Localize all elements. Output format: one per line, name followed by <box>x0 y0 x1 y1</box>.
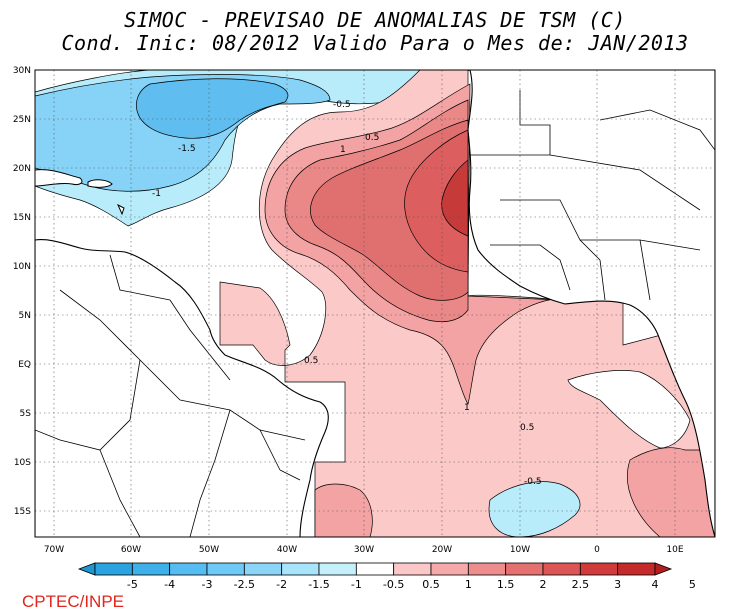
colorbar-segment <box>131 562 171 576</box>
colorbar-segment <box>169 562 208 576</box>
colorbar-label: 4 <box>652 578 659 591</box>
longitude-labels: 70W 60W 50W 40W 30W 20W 10W 0 10E <box>44 545 684 555</box>
contour-label: -0.5 <box>524 477 542 487</box>
colorbar-label: 1.5 <box>497 578 515 591</box>
contour-label: 0.5 <box>365 133 379 143</box>
caribbean-islands <box>35 169 125 216</box>
contour-label: -1 <box>152 189 161 199</box>
contour-label: 0.5 <box>304 356 318 366</box>
colorbar-arrow-left <box>77 562 96 576</box>
pos-anomaly-25 <box>404 129 469 273</box>
contour-labels: -0.5 0.5 -1.5 1 -1 0.5 1 0.5 -0.5 <box>152 100 542 487</box>
colorbar-segment <box>542 562 581 576</box>
lon-label: 10W <box>510 545 530 555</box>
lat-label: 30N <box>13 66 31 76</box>
lon-label: 0 <box>594 545 600 555</box>
contour-label: -0.5 <box>333 100 351 110</box>
colorbar-arrow-right <box>654 562 673 576</box>
colorbar-label: -2 <box>276 578 287 591</box>
colorbar-label: -4 <box>164 578 175 591</box>
map-title: SIMOC - PREVISAO DE ANOMALIAS DE TSM (C) <box>124 8 626 32</box>
white-cutout-east <box>567 370 691 449</box>
latitude-labels: 30N 25N 20N 15N 10N 5N EQ 5S 10S 15S <box>13 66 31 517</box>
colorbar-segment <box>318 562 357 576</box>
colorbar-segment <box>94 562 133 576</box>
pos-anomaly-3 <box>441 159 469 237</box>
south-america-land <box>35 239 329 537</box>
colorbar-label: 5 <box>689 578 696 591</box>
lat-label: 5S <box>20 409 32 419</box>
lat-label: 10S <box>14 458 31 468</box>
colorbar-label: 3 <box>614 578 621 591</box>
colorbar-label: 2 <box>540 578 547 591</box>
colorbar-label: 1 <box>465 578 472 591</box>
contour-label: 1 <box>464 403 470 413</box>
lat-label: 5N <box>19 311 31 321</box>
lon-label: 60W <box>121 545 141 555</box>
africa-land <box>467 70 715 537</box>
map-subtitle: Cond. Inic: 08/2012 Valido Para o Mes de… <box>61 31 689 55</box>
lon-label: 70W <box>44 545 64 555</box>
colorbar <box>77 562 673 576</box>
colorbar-label: -5 <box>127 578 138 591</box>
lat-label: 25N <box>13 115 31 125</box>
colorbar-label: -3 <box>202 578 213 591</box>
colorbar-segment <box>505 562 544 576</box>
colorbar-segment <box>281 562 320 576</box>
colorbar-label: -0.5 <box>383 578 404 591</box>
colorbar-label: 0.5 <box>422 578 440 591</box>
colorbar-segment <box>355 562 395 576</box>
colorbar-segment <box>393 562 432 576</box>
country-borders <box>35 90 715 537</box>
colorbar-segment <box>206 562 245 576</box>
colorbar-segment <box>243 562 283 576</box>
colorbar-segment <box>579 562 619 576</box>
plot-area: -0.5 0.5 -1.5 1 -1 0.5 1 0.5 -0.5 <box>35 70 715 537</box>
colorbar-label: -1.5 <box>308 578 329 591</box>
lat-label: 10N <box>13 262 31 272</box>
lat-label: 15N <box>13 213 31 223</box>
colorbar-segment <box>430 562 469 576</box>
lon-label: 20W <box>432 545 452 555</box>
lon-label: 50W <box>199 545 219 555</box>
pos-anomaly-brazil <box>314 483 373 537</box>
contour-label: -1.5 <box>178 144 196 154</box>
colorbar-label: -2.5 <box>234 578 255 591</box>
lat-label: 15S <box>14 507 31 517</box>
lat-label: EQ <box>18 360 31 370</box>
pos-anomaly-south-1 <box>627 447 715 537</box>
colorbar-segment <box>467 562 507 576</box>
colorbar-labels: -5 -4 -3 -2.5 -2 -1.5 -1 -0.5 0.5 1 1.5 2 2.5 3 4 5 <box>127 578 696 591</box>
lat-label: 20N <box>13 164 31 174</box>
neg-anomaly-core <box>136 78 289 139</box>
grid-lines <box>35 70 715 537</box>
lon-label: 30W <box>354 545 374 555</box>
plot-frame <box>34 69 716 538</box>
lon-label: 10E <box>666 545 683 555</box>
colorbar-segment <box>617 562 656 576</box>
lon-label: 40W <box>277 545 297 555</box>
contour-label: 1 <box>340 145 346 155</box>
colorbar-label: -1 <box>351 578 362 591</box>
footer-credit: CPTEC/INPE <box>22 592 125 611</box>
contour-label: 0.5 <box>520 423 534 433</box>
colorbar-label: 2.5 <box>572 578 590 591</box>
neg-anomaly-south <box>488 481 581 537</box>
